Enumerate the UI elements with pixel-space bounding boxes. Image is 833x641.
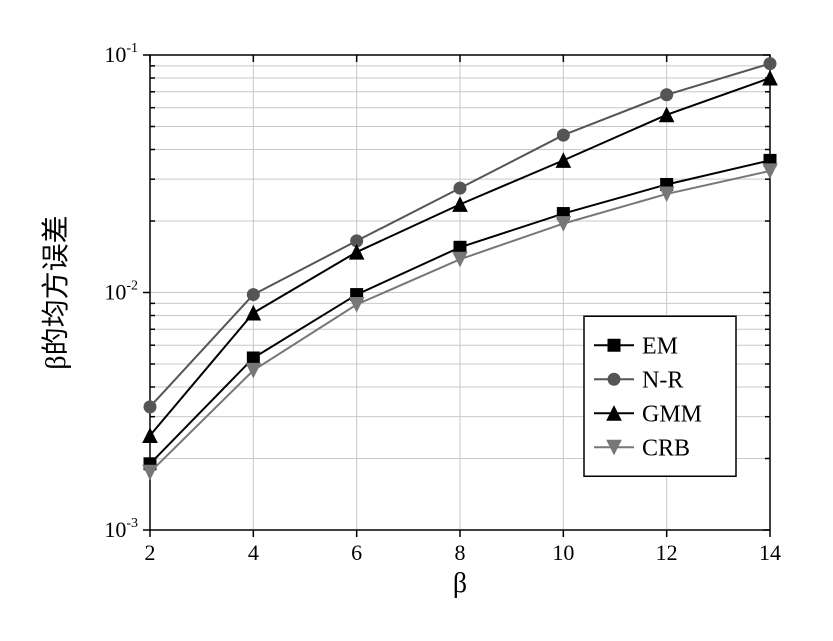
line-chart: 246810121410-310-210-1ββ的均方误差EMN-RGMMCRB xyxy=(0,0,833,641)
x-tick-label: 6 xyxy=(351,540,362,565)
y-axis-label: β的均方误差 xyxy=(40,215,72,369)
legend-label-em: EM xyxy=(642,333,678,359)
legend-label-crb: CRB xyxy=(642,435,690,461)
x-tick-label: 4 xyxy=(248,540,259,565)
legend: EM N-R GMM CRB xyxy=(584,316,736,476)
x-tick-label: 2 xyxy=(145,540,156,565)
x-axis-label: β xyxy=(453,568,467,599)
x-tick-label: 8 xyxy=(455,540,466,565)
legend-label-gmm: GMM xyxy=(642,401,702,427)
x-tick-label: 14 xyxy=(759,540,781,565)
x-tick-label: 10 xyxy=(552,540,574,565)
legend-label-n-r: N-R xyxy=(642,367,683,393)
x-tick-label: 12 xyxy=(656,540,678,565)
